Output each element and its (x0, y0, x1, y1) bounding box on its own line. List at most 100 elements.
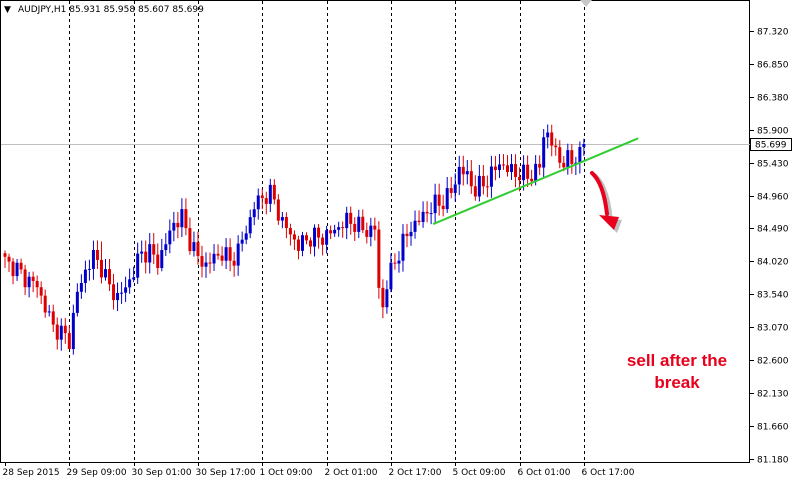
candle (216, 244, 220, 260)
x-tick-label: 6 Oct 17:00 (582, 468, 635, 478)
candle-body (224, 247, 228, 261)
candle (55, 317, 59, 350)
candle-body (538, 163, 542, 168)
candle (566, 143, 570, 175)
candle-body (497, 164, 501, 171)
candle-body (216, 253, 220, 256)
candle (99, 241, 103, 284)
candle (381, 279, 385, 319)
candle-body (152, 244, 156, 255)
candle (128, 268, 132, 294)
y-tick-label: 86.380 (757, 94, 789, 104)
candle (497, 153, 501, 178)
candle-body (108, 269, 112, 285)
candle (23, 264, 27, 295)
candle-body (401, 233, 405, 261)
x-axis: 28 Sep 2015 29 Sep 09:00 30 Sep 01:00 30 Se… (3, 462, 635, 478)
candle (546, 124, 550, 149)
candle-body (264, 198, 268, 204)
candle-body (514, 164, 518, 177)
candle (156, 243, 160, 275)
x-tick-label: 30 Sep 01:00 (132, 468, 192, 478)
candle-body (180, 209, 184, 228)
candle-body (164, 244, 168, 251)
candle-body (465, 171, 469, 175)
candle-body (570, 150, 574, 164)
candle-body (489, 166, 493, 187)
candle-body (526, 164, 530, 179)
candle-body (268, 184, 272, 204)
candle-body (43, 295, 47, 313)
candle-body (200, 256, 204, 267)
candle (168, 219, 172, 254)
candle (144, 240, 148, 274)
candle (27, 271, 31, 298)
candle (506, 155, 509, 177)
candle (405, 223, 409, 248)
x-tick-label: 2 Oct 01:00 (325, 468, 378, 478)
candle (554, 138, 558, 156)
candle-body (136, 253, 140, 278)
candle (75, 283, 79, 317)
candle (288, 223, 292, 246)
candle-body (385, 289, 389, 308)
candle-body (11, 261, 15, 277)
candle-body (337, 227, 341, 230)
candle (31, 271, 35, 293)
candle (313, 224, 317, 257)
candle (461, 155, 465, 186)
candle-body (469, 171, 473, 187)
candle-body (31, 276, 35, 282)
candle (248, 209, 252, 239)
candle (489, 155, 493, 198)
candle (140, 240, 144, 263)
candle-body (305, 235, 308, 241)
candle-body (357, 216, 361, 232)
candle-body (168, 230, 172, 245)
candle (369, 217, 373, 247)
candle-body (67, 333, 71, 350)
x-tick-label: 2 Oct 17:00 (389, 468, 442, 478)
candle (83, 260, 87, 293)
candle (79, 274, 83, 299)
y-axis: 87.320 86.850 86.380 85.900 85.430 84.960 84.4… (750, 28, 789, 466)
candle-body (405, 233, 409, 237)
candle-body (313, 227, 317, 247)
candle (329, 225, 333, 240)
candle-body (345, 212, 349, 229)
candle-body (449, 188, 453, 193)
candle-body (292, 234, 296, 240)
candle-body (542, 137, 546, 168)
candle-body (27, 276, 31, 288)
candle-body (188, 228, 192, 252)
candle (160, 238, 164, 272)
candle (441, 194, 445, 217)
candle (192, 231, 196, 257)
x-tick-label: 5 Oct 09:00 (453, 468, 506, 478)
candle-body (132, 277, 136, 280)
y-tick-label: 84.960 (757, 193, 789, 203)
header-arrow-icon[interactable]: ▼ (4, 5, 11, 15)
candle (445, 177, 449, 213)
candle-body (63, 325, 67, 334)
candle (325, 225, 329, 254)
candle (15, 258, 19, 281)
candle (208, 252, 212, 274)
candle (365, 222, 369, 244)
candle (437, 183, 441, 216)
candle-body (381, 287, 385, 308)
candle-body (353, 223, 357, 232)
y-tick-label: 83.540 (757, 291, 789, 301)
candle-body (369, 225, 373, 237)
trendline[interactable] (432, 137, 639, 226)
candle-body (413, 220, 417, 232)
candle (538, 155, 542, 176)
candle (112, 273, 116, 310)
scroll-marker-icon[interactable] (580, 0, 592, 7)
candle (47, 304, 51, 317)
candle-body (417, 220, 421, 223)
candle (228, 238, 232, 272)
candle (284, 212, 288, 239)
candle (514, 154, 518, 188)
